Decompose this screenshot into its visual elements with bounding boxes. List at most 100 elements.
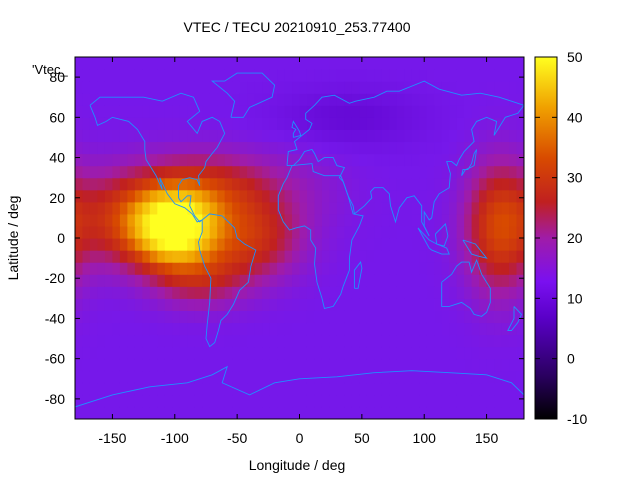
heatmap-cell bbox=[494, 238, 503, 251]
heatmap-cell bbox=[411, 129, 420, 143]
heatmap-cell bbox=[314, 129, 323, 143]
heatmap-cell bbox=[104, 250, 114, 263]
heatmap-cell bbox=[134, 69, 143, 82]
heatmap-cell bbox=[89, 165, 99, 179]
heatmap-cell bbox=[314, 262, 323, 275]
heatmap-cell bbox=[262, 406, 271, 419]
heatmap-cell bbox=[404, 370, 413, 384]
heatmap-cell bbox=[314, 177, 323, 191]
heatmap-cell bbox=[149, 153, 158, 167]
heatmap-cell bbox=[127, 274, 136, 287]
heatmap-cell bbox=[359, 213, 368, 227]
heatmap-cell bbox=[419, 382, 428, 396]
heatmap-cell bbox=[194, 262, 203, 275]
heatmap-cell bbox=[157, 213, 166, 227]
heatmap-cell bbox=[232, 189, 241, 203]
heatmap-cell bbox=[104, 262, 114, 275]
heatmap-cell bbox=[449, 165, 458, 179]
heatmap-cell bbox=[404, 201, 413, 215]
heatmap-cell bbox=[299, 298, 308, 311]
heatmap-cell bbox=[134, 225, 143, 239]
heatmap-cell bbox=[389, 225, 398, 239]
heatmap-cell bbox=[494, 286, 503, 299]
heatmap-cell bbox=[247, 57, 256, 70]
heatmap-cell bbox=[75, 225, 84, 239]
heatmap-cell bbox=[501, 406, 510, 419]
heatmap-cell bbox=[419, 298, 428, 311]
heatmap-cell bbox=[164, 177, 173, 191]
heatmap-cell bbox=[134, 141, 143, 155]
heatmap-cell bbox=[224, 177, 233, 191]
heatmap-cell bbox=[411, 177, 420, 191]
heatmap-cell bbox=[359, 141, 368, 155]
heatmap-cell bbox=[75, 69, 84, 82]
heatmap-cell bbox=[239, 394, 248, 408]
heatmap-cell bbox=[149, 370, 158, 384]
heatmap-cell bbox=[75, 105, 84, 118]
heatmap-cell bbox=[366, 57, 375, 70]
heatmap-cell bbox=[104, 286, 114, 299]
heatmap-cell bbox=[97, 334, 106, 348]
heatmap-cell bbox=[239, 153, 248, 167]
colorbar-tick-label: 30 bbox=[567, 170, 583, 186]
heatmap-cell bbox=[277, 298, 286, 311]
heatmap-cell bbox=[471, 129, 480, 143]
heatmap-cell bbox=[329, 69, 338, 82]
heatmap-cell bbox=[157, 286, 166, 299]
heatmap-cell bbox=[359, 358, 368, 372]
heatmap-cell bbox=[381, 286, 390, 299]
heatmap-cell bbox=[209, 153, 218, 167]
heatmap-cell bbox=[404, 153, 413, 167]
heatmap-cell bbox=[262, 346, 271, 360]
heatmap-cell bbox=[389, 286, 398, 299]
heatmap-cell bbox=[134, 358, 143, 372]
heatmap-cell bbox=[164, 129, 173, 143]
heatmap-cell bbox=[456, 358, 465, 372]
heatmap-cell bbox=[104, 274, 114, 287]
coastline-indonesia bbox=[417, 227, 450, 255]
heatmap-cell bbox=[449, 286, 458, 299]
heatmap-cell bbox=[344, 201, 353, 215]
heatmap-cell bbox=[239, 298, 248, 311]
heatmap-cell bbox=[179, 153, 188, 167]
heatmap-cell bbox=[239, 105, 248, 118]
heatmap-cell bbox=[254, 346, 263, 360]
heatmap-cell bbox=[509, 57, 518, 70]
heatmap-cell bbox=[292, 189, 301, 203]
heatmap-cell bbox=[344, 286, 353, 299]
heatmap-cell bbox=[486, 57, 495, 70]
heatmap-cell bbox=[149, 394, 158, 408]
heatmap-cell bbox=[366, 177, 375, 191]
heatmap-cell bbox=[89, 370, 99, 384]
heatmap-cell bbox=[479, 406, 488, 419]
heatmap-cell bbox=[516, 201, 524, 215]
heatmap-cell bbox=[299, 57, 308, 70]
heatmap-cell bbox=[127, 310, 136, 324]
heatmap-cell bbox=[449, 346, 458, 360]
heatmap-cell bbox=[247, 262, 256, 275]
heatmap-cell bbox=[404, 298, 413, 311]
heatmap-cell bbox=[277, 117, 286, 130]
heatmap-cell bbox=[119, 81, 128, 94]
heatmap-cell bbox=[97, 93, 106, 106]
heatmap-cell bbox=[104, 105, 114, 118]
heatmap-cell bbox=[344, 310, 353, 324]
heatmap-cell bbox=[456, 382, 465, 396]
heatmap-cell bbox=[262, 322, 271, 336]
heatmap-cell bbox=[351, 238, 360, 251]
heatmap-cell bbox=[269, 165, 278, 179]
heatmap-cell bbox=[449, 177, 458, 191]
colorbar-tick-label: 50 bbox=[567, 49, 583, 65]
heatmap-cell bbox=[464, 81, 473, 94]
heatmap-cell bbox=[292, 286, 301, 299]
heatmap-cell bbox=[486, 394, 495, 408]
heatmap-cell bbox=[284, 105, 293, 118]
heatmap-cell bbox=[381, 69, 390, 82]
heatmap-cell bbox=[187, 286, 196, 299]
heatmap-cell bbox=[277, 213, 286, 227]
heatmap-cell bbox=[239, 334, 248, 348]
heatmap-cell bbox=[486, 153, 495, 167]
heatmap-cell bbox=[419, 129, 428, 143]
heatmap-cell bbox=[269, 238, 278, 251]
heatmap-cell bbox=[336, 274, 345, 287]
